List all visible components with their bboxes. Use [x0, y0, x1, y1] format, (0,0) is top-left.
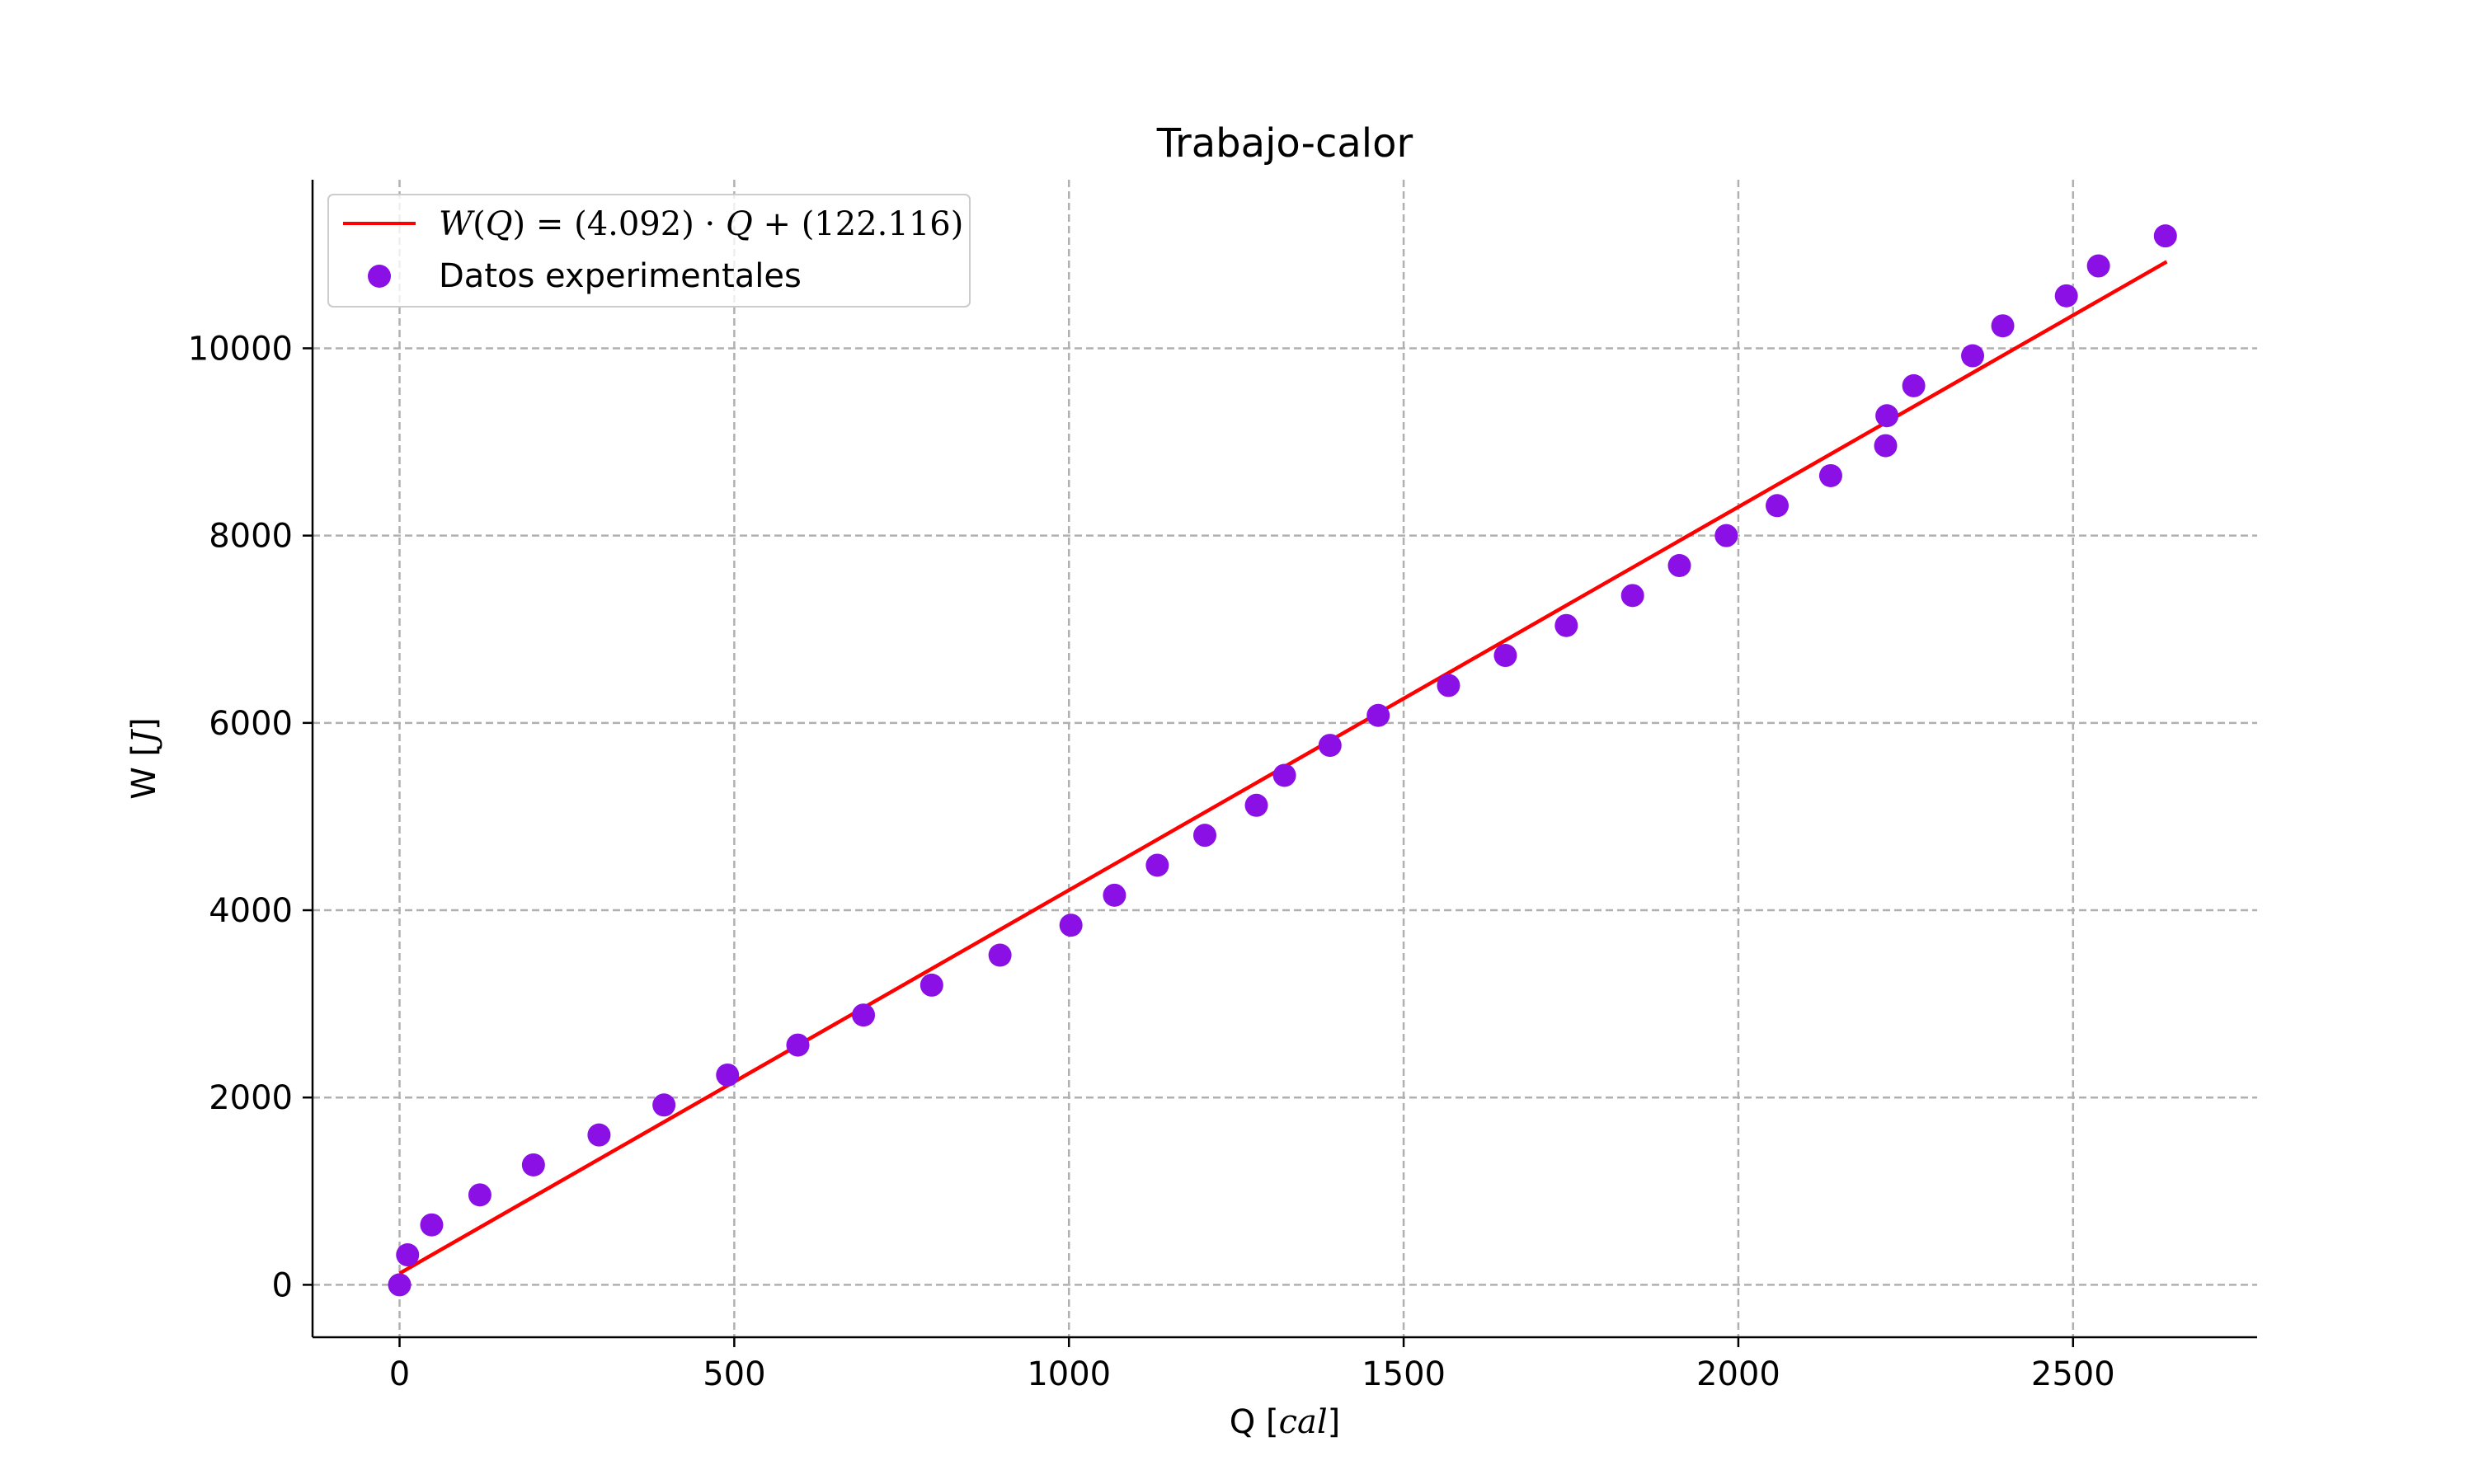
data-point [587, 1123, 611, 1147]
data-point [1059, 913, 1083, 937]
legend-box [327, 194, 971, 308]
data-point [1554, 613, 1578, 637]
data-point [1437, 674, 1460, 697]
data-point [2054, 284, 2078, 308]
data-point [786, 1033, 810, 1057]
y-tick-label: 10000 [188, 330, 293, 368]
data-point [1366, 703, 1390, 727]
data-point [1874, 434, 1898, 458]
x-tick-label: 500 [703, 1355, 765, 1393]
data-point [1620, 584, 1644, 608]
x-tick-label: 2500 [2031, 1355, 2115, 1393]
data-point [716, 1063, 740, 1087]
data-point [1991, 314, 2015, 338]
data-point [1667, 554, 1691, 577]
data-point [920, 973, 943, 997]
y-tick-label: 8000 [209, 518, 293, 556]
data-point [1193, 824, 1217, 848]
x-axis-label: Q [cal] [1230, 1403, 1340, 1441]
data-point [2153, 224, 2177, 248]
x-tick-label: 1500 [1362, 1355, 1446, 1393]
x-tick-label: 2000 [1696, 1355, 1780, 1393]
x-tick-label: 0 [389, 1355, 410, 1393]
data-point [1875, 404, 1899, 428]
chart-title: Trabajo-calor [1156, 120, 1413, 167]
data-point [1766, 494, 1790, 518]
y-tick-label: 4000 [209, 892, 293, 930]
data-point [420, 1213, 444, 1237]
data-point [1714, 524, 1738, 547]
data-point [1103, 883, 1126, 907]
data-point [1244, 793, 1268, 817]
grid [313, 180, 2257, 1337]
data-point [396, 1243, 420, 1267]
data-point [1318, 734, 1342, 758]
data-point [1818, 463, 1842, 487]
legend: W(Q) = (4.092) · Q + (122.116) Datos exp… [327, 194, 971, 308]
data-point [1272, 763, 1296, 787]
y-axis-label: W [J] [125, 717, 163, 800]
y-tick-label: 2000 [209, 1079, 293, 1117]
data-point [388, 1273, 412, 1297]
data-point [1961, 344, 1985, 368]
legend-points-swatch [368, 265, 391, 288]
data-point [1902, 373, 1926, 397]
data-point [521, 1153, 545, 1176]
x-tick-label: 1000 [1027, 1355, 1111, 1393]
data-point [1493, 644, 1517, 668]
ticks: 0 500 1000 1500 2000 2500 0 2000 4000 6000 8000 100… [188, 330, 2115, 1393]
axes [311, 180, 2257, 1339]
legend-points-label: Datos experimentales [439, 257, 802, 295]
y-tick-label: 0 [272, 1266, 293, 1304]
data-point [468, 1183, 492, 1207]
legend-fit-line-label: W(Q) = (4.092) · Q + (122.116) [439, 205, 963, 243]
data-point [988, 943, 1012, 967]
data-point [652, 1093, 676, 1117]
y-tick-label: 6000 [209, 705, 293, 743]
data-points [388, 224, 2177, 1297]
data-point [1145, 853, 1169, 877]
data-point [2086, 254, 2110, 278]
data-point [852, 1003, 876, 1027]
